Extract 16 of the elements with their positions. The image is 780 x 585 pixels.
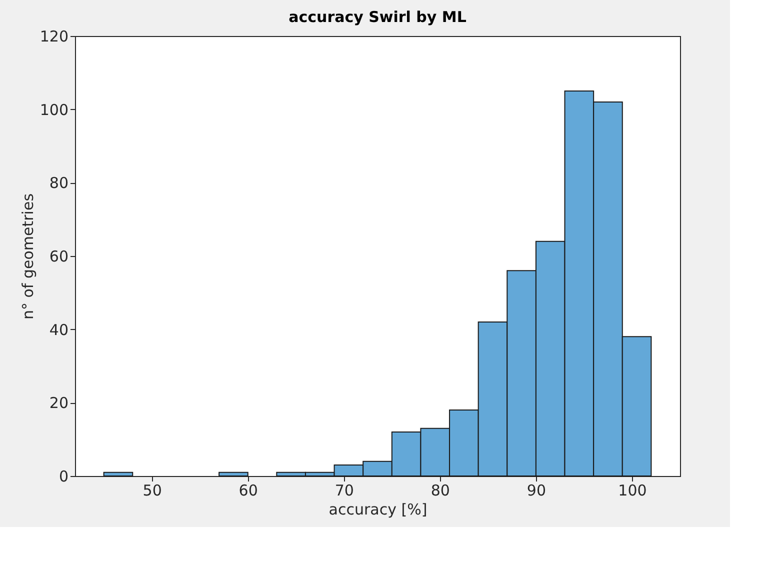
x-tick-label: 80: [430, 482, 450, 500]
y-tick-label: 80: [49, 174, 68, 192]
y-tick-label: 20: [49, 394, 68, 412]
x-tick-label: 60: [238, 482, 258, 500]
x-tick-label: 90: [526, 482, 546, 500]
x-tick-label: 50: [142, 482, 162, 500]
y-tick-label: 40: [49, 320, 68, 339]
x-axis-title: accuracy [%]: [328, 500, 428, 518]
y-axis-title: n° of geometries: [18, 193, 37, 320]
x-tick-label: 100: [618, 482, 647, 500]
y-tick-label: 0: [58, 468, 68, 486]
x-tick-label: 70: [334, 482, 354, 500]
y-tick-label: 120: [40, 28, 68, 46]
y-tick-label: 100: [40, 100, 68, 119]
chart-title: accuracy Swirl by ML: [288, 8, 467, 26]
y-tick-label: 60: [49, 248, 68, 266]
